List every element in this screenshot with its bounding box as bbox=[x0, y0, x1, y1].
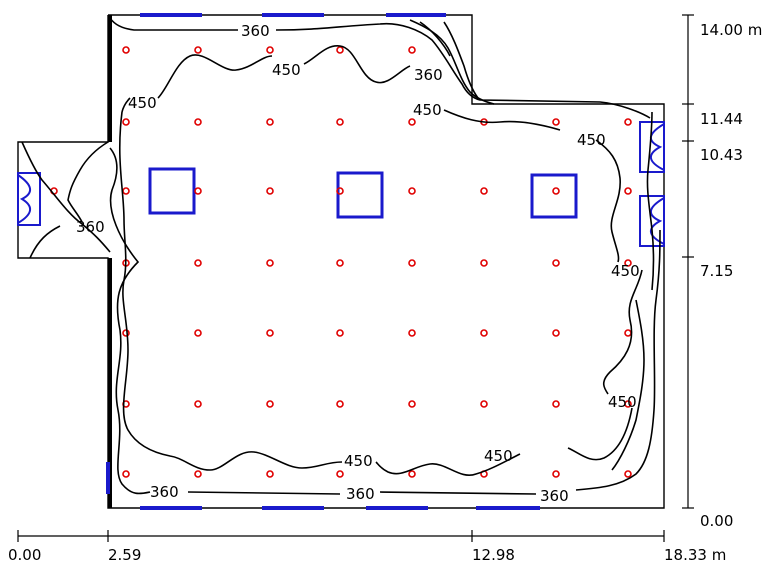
contour-label: 450 bbox=[272, 61, 301, 79]
calc-point bbox=[194, 118, 202, 126]
calc-point bbox=[122, 46, 130, 54]
dim-y-label: 7.15 bbox=[700, 262, 733, 280]
calc-point bbox=[336, 46, 344, 54]
calc-point bbox=[552, 470, 560, 478]
calc-point bbox=[624, 329, 632, 337]
contour-label: 360 bbox=[540, 487, 569, 505]
calc-point bbox=[480, 329, 488, 337]
calc-point bbox=[266, 329, 274, 337]
dim-x-label: 12.98 bbox=[472, 546, 515, 564]
calc-point bbox=[624, 470, 632, 478]
column-1 bbox=[148, 167, 196, 215]
calc-point bbox=[336, 118, 344, 126]
calc-point bbox=[266, 470, 274, 478]
column-2 bbox=[336, 171, 384, 219]
calc-point bbox=[552, 400, 560, 408]
calc-point bbox=[194, 400, 202, 408]
calc-point bbox=[480, 259, 488, 267]
calc-point bbox=[624, 118, 632, 126]
dim-x-label: 18.33 m bbox=[664, 546, 726, 564]
dim-y-label: 11.44 bbox=[700, 110, 743, 128]
calc-point bbox=[408, 259, 416, 267]
calc-point bbox=[336, 470, 344, 478]
dimension-vertical: 14.00 m 11.44 10.43 7.15 0.00 bbox=[682, 14, 762, 530]
calc-point bbox=[480, 187, 488, 195]
calc-point bbox=[408, 470, 416, 478]
calc-point bbox=[194, 470, 202, 478]
calc-point bbox=[194, 259, 202, 267]
contour-labels: 360 450 360 450 360 450 450 450 450 450 … bbox=[76, 22, 640, 505]
calculation-points bbox=[50, 46, 632, 478]
contour-label: 360 bbox=[150, 483, 179, 501]
contour-label: 450 bbox=[577, 131, 606, 149]
calc-point bbox=[408, 118, 416, 126]
isoline-360-outer bbox=[107, 14, 661, 495]
calc-point bbox=[552, 259, 560, 267]
calc-point bbox=[408, 187, 416, 195]
calc-point bbox=[624, 259, 632, 267]
calc-point bbox=[266, 259, 274, 267]
calc-point bbox=[266, 118, 274, 126]
contour-label: 450 bbox=[611, 262, 640, 280]
windows bbox=[106, 13, 540, 510]
dim-y-label: 10.43 bbox=[700, 146, 743, 164]
dim-y-label: 0.00 bbox=[700, 512, 733, 530]
calc-point bbox=[122, 187, 130, 195]
isolines bbox=[21, 14, 661, 495]
calc-point bbox=[552, 187, 560, 195]
calc-point bbox=[122, 329, 130, 337]
calc-point bbox=[266, 46, 274, 54]
column-3 bbox=[530, 173, 578, 219]
calc-point bbox=[122, 118, 130, 126]
calc-point bbox=[480, 400, 488, 408]
door-right-2 bbox=[639, 195, 665, 247]
contour-label: 360 bbox=[414, 66, 443, 84]
calc-point bbox=[336, 259, 344, 267]
calc-point bbox=[408, 400, 416, 408]
calc-point bbox=[336, 400, 344, 408]
contour-label: 450 bbox=[608, 393, 637, 411]
room-walls bbox=[17, 14, 665, 509]
isoline-360-left bbox=[21, 141, 111, 259]
contour-label: 450 bbox=[413, 101, 442, 119]
calc-point bbox=[408, 46, 416, 54]
calc-point bbox=[552, 329, 560, 337]
door-left bbox=[17, 172, 41, 226]
calc-point bbox=[336, 187, 344, 195]
dimension-horizontal: 0.00 2.59 12.98 18.33 m bbox=[8, 530, 726, 564]
columns bbox=[148, 167, 578, 219]
calc-point bbox=[624, 400, 632, 408]
calc-point bbox=[408, 329, 416, 337]
calc-point bbox=[122, 470, 130, 478]
calc-point bbox=[624, 187, 632, 195]
calc-point bbox=[266, 187, 274, 195]
dim-y-label: 14.00 m bbox=[700, 21, 762, 39]
calc-point bbox=[194, 329, 202, 337]
contour-label: 450 bbox=[344, 452, 373, 470]
contour-label: 360 bbox=[241, 22, 270, 40]
isoline-450-inner bbox=[118, 45, 643, 477]
calc-point bbox=[194, 46, 202, 54]
contour-label: 360 bbox=[76, 218, 105, 236]
calc-point bbox=[552, 118, 560, 126]
dim-x-label: 2.59 bbox=[108, 546, 141, 564]
contour-label: 450 bbox=[128, 94, 157, 112]
contour-label: 360 bbox=[346, 485, 375, 503]
calc-point bbox=[194, 187, 202, 195]
dim-x-label: 0.00 bbox=[8, 546, 41, 564]
calc-point bbox=[336, 329, 344, 337]
calc-point bbox=[266, 400, 274, 408]
contour-label: 450 bbox=[484, 447, 513, 465]
